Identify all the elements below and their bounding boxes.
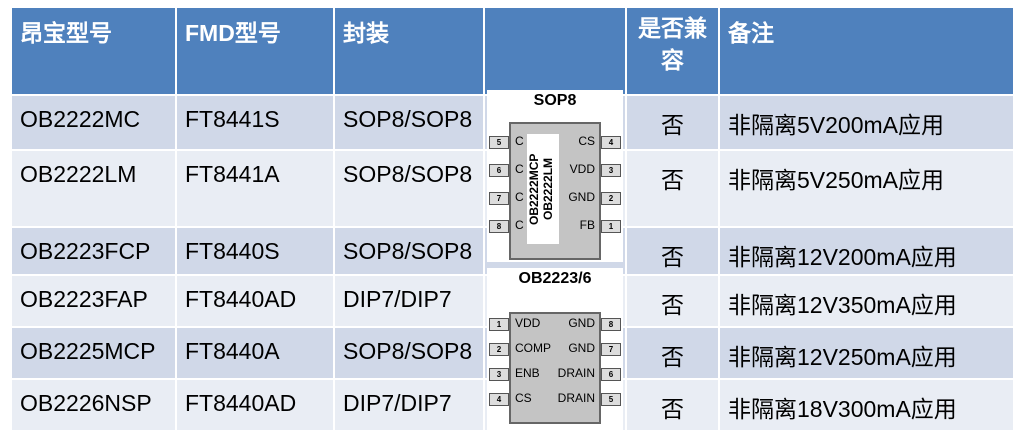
cell-compatible: 否 — [627, 228, 718, 274]
cell-notes: 非隔离12V200mA应用 — [720, 228, 1013, 274]
marking-text: OB2222LM — [541, 157, 555, 221]
cell-notes: 非隔离5V200mA应用 — [720, 96, 1013, 149]
pin-label: C — [515, 134, 524, 148]
cell-package: DIP7/DIP7 — [335, 276, 483, 326]
pin-4: 4 — [601, 136, 621, 149]
pin-8: 8 — [489, 220, 509, 233]
pin-label: COMP — [515, 341, 551, 355]
cell-fmd-model: FT8440AD — [177, 276, 333, 326]
cell-oba-model: OB2222MC — [12, 96, 175, 149]
pin-label: DRAIN — [557, 366, 595, 380]
pin-4: 4 — [489, 393, 509, 406]
chip2-title: OB2223/6 — [518, 270, 592, 287]
cell-oba-model: OB2225MCP — [12, 328, 175, 378]
cell-notes: 非隔离18V300mA应用 — [720, 380, 1013, 430]
pin-3: 3 — [601, 164, 621, 177]
pin-2: 2 — [601, 192, 621, 205]
pin-7: 7 — [601, 343, 621, 356]
pin-5: 5 — [601, 393, 621, 406]
cell-compatible: 否 — [627, 380, 718, 430]
cell-compatible: 否 — [627, 96, 718, 149]
pin-label: C — [515, 162, 524, 176]
cell-compatible: 否 — [627, 276, 718, 326]
pin-label: ENB — [515, 366, 540, 380]
cell-package: SOP8/SOP8 — [335, 228, 483, 274]
pin-label: CS — [515, 391, 532, 405]
table-row: OB2222LM FT8441A SOP8/SOP8 否非隔离5V250mA应用 — [12, 151, 1013, 226]
cell-notes: 非隔离12V350mA应用 — [720, 276, 1013, 326]
pin-label: CS — [578, 134, 595, 148]
pin-label: VDD — [569, 162, 595, 176]
header-notes: 备注 — [720, 8, 1013, 94]
cell-package: DIP7/DIP7 — [335, 380, 483, 430]
cell-oba-model: OB2223FCP — [12, 228, 175, 274]
pin-label: GND — [568, 316, 595, 330]
pin-6: 6 — [489, 164, 509, 177]
cell-oba-model: OB2223FAP — [12, 276, 175, 326]
chip1-diagram: SOP8 5 C 6 C 7 C 8 C 4 CS 3 VDD 2 GND 1 FB OB2222MCP OB222… — [487, 90, 623, 262]
chip2-diagram: OB2223/6 1 VDD 2 COMP 3 ENB 4 CS 8 GND 7 GND 6 DRAIN 5 D… — [487, 268, 623, 432]
pin-3: 3 — [489, 368, 509, 381]
pin-8: 8 — [601, 318, 621, 331]
pin-1: 1 — [601, 220, 621, 233]
cell-compatible: 否 — [627, 328, 718, 378]
pin-label: GND — [568, 341, 595, 355]
header-blank — [485, 8, 625, 94]
cell-package: SOP8/SOP8 — [335, 151, 483, 226]
pin-label: VDD — [515, 316, 541, 330]
cell-fmd-model: FT8440S — [177, 228, 333, 274]
pin-5: 5 — [489, 136, 509, 149]
marking-text: OB2222MCP — [527, 153, 541, 225]
pin-label: DRAIN — [557, 391, 595, 405]
cell-oba-model: OB2222LM — [12, 151, 175, 226]
pin-label: GND — [568, 190, 595, 204]
cell-compatible: 否 — [627, 151, 718, 226]
cell-oba-model: OB2226NSP — [12, 380, 175, 430]
cell-fmd-model: FT8441A — [177, 151, 333, 226]
pin-label: C — [515, 218, 524, 232]
header-package: 封装 — [335, 8, 483, 94]
pin-label: FB — [579, 218, 595, 232]
pin-6: 6 — [601, 368, 621, 381]
cell-notes: 非隔离12V250mA应用 — [720, 328, 1013, 378]
cell-package: SOP8/SOP8 — [335, 96, 483, 149]
cell-fmd-model: FT8440A — [177, 328, 333, 378]
pin-label: C — [515, 190, 524, 204]
pin-2: 2 — [489, 343, 509, 356]
cell-package: SOP8/SOP8 — [335, 328, 483, 378]
cell-fmd-model: FT8441S — [177, 96, 333, 149]
header-row: 昂宝型号 FMD型号 封装 是否兼容 备注 — [12, 8, 1013, 94]
pin-1: 1 — [489, 318, 509, 331]
pin-7: 7 — [489, 192, 509, 205]
chip-marking: OB2222MCP OB2222LM — [527, 134, 559, 244]
cell-fmd-model: FT8440AD — [177, 380, 333, 430]
table-row: OB2222MC FT8441S SOP8/SOP8 否非隔离5V200mA应用 — [12, 96, 1013, 149]
chip1-title: SOP8 — [533, 92, 577, 109]
cell-notes: 非隔离5V250mA应用 — [720, 151, 1013, 226]
header-compatible: 是否兼容 — [627, 8, 718, 94]
chip2-body — [509, 312, 601, 424]
header-fmd-model: FMD型号 — [177, 8, 333, 94]
header-oba-model: 昂宝型号 — [12, 8, 175, 94]
table-row: OB2223FCP FT8440S SOP8/SOP8 否非隔离12V200mA应用 — [12, 228, 1013, 274]
